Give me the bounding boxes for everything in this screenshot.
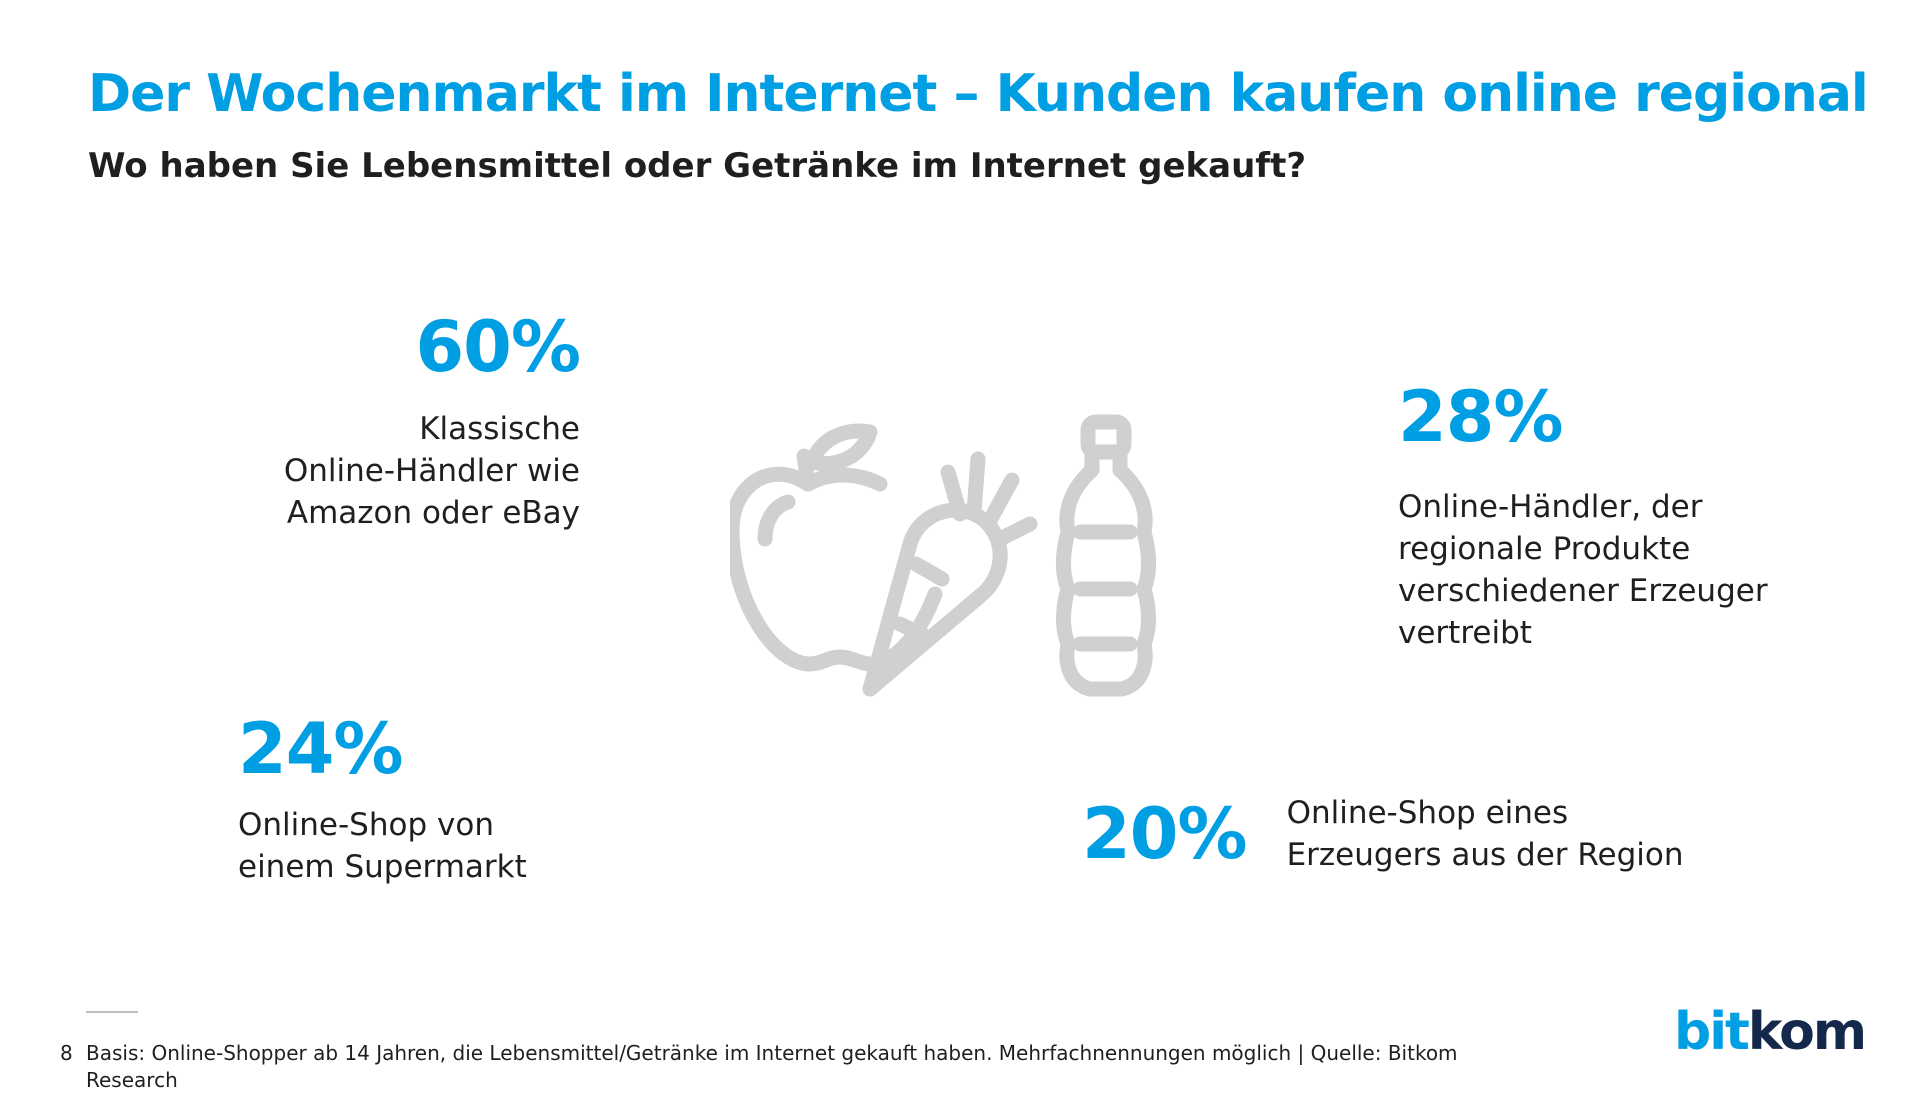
bitkom-logo: bitkom [1674,1006,1865,1058]
bottle-icon [1064,422,1149,689]
stat-regional-producer-shop: 20% Online-Shop eines Erzeugers aus der … [1082,792,1684,876]
stat-description-line: Erzeugers aus der Region [1287,834,1684,876]
stat-description-line: Online-Händler wie [240,450,580,492]
stat-description-line: Klassische [240,408,580,450]
stat-percent: 20% [1082,799,1247,869]
logo-part: bit [1674,1002,1748,1062]
stat-description: Online-Shop von einem Supermarkt [238,804,638,888]
stat-description: Klassische Online-Händler wie Amazon ode… [240,408,580,534]
stat-percent: 28% [1398,382,1818,452]
stat-regional-online-retailer: 28% Online-Händler, der regionale Produk… [1398,382,1818,654]
stat-percent: 60% [240,312,580,382]
stat-description-line: Online-Shop eines [1287,792,1684,834]
stat-description: Online-Shop eines Erzeugers aus der Regi… [1287,792,1684,876]
source-footnote: Basis: Online-Shopper ab 14 Jahren, die … [86,1040,1476,1094]
logo-part: kom [1748,1002,1865,1062]
page-title: Der Wochenmarkt im Internet – Kunden kau… [88,64,1868,124]
stat-description-line: verschiedener Erzeuger [1398,570,1818,612]
stat-classic-online-retailers: 60% Klassische Online-Händler wie Amazon… [240,312,580,534]
stat-description-line: Online-Shop von [238,804,638,846]
stat-description: Online-Händler, der regionale Produkte v… [1398,486,1818,654]
page-subtitle: Wo haben Sie Lebensmittel oder Getränke … [88,146,1306,186]
stat-supermarket-online-shop: 24% Online-Shop von einem Supermarkt [238,714,638,888]
food-icons [730,414,1200,704]
stat-percent: 24% [238,714,638,784]
stat-description-line: Amazon oder eBay [240,492,580,534]
page-number: 8 [60,1041,73,1065]
stat-description-line: einem Supermarkt [238,846,638,888]
footer-divider [86,1011,138,1013]
stat-description-line: regionale Produkte [1398,528,1818,570]
stat-description-line: vertreibt [1398,612,1818,654]
stat-description-line: Online-Händler, der [1398,486,1818,528]
